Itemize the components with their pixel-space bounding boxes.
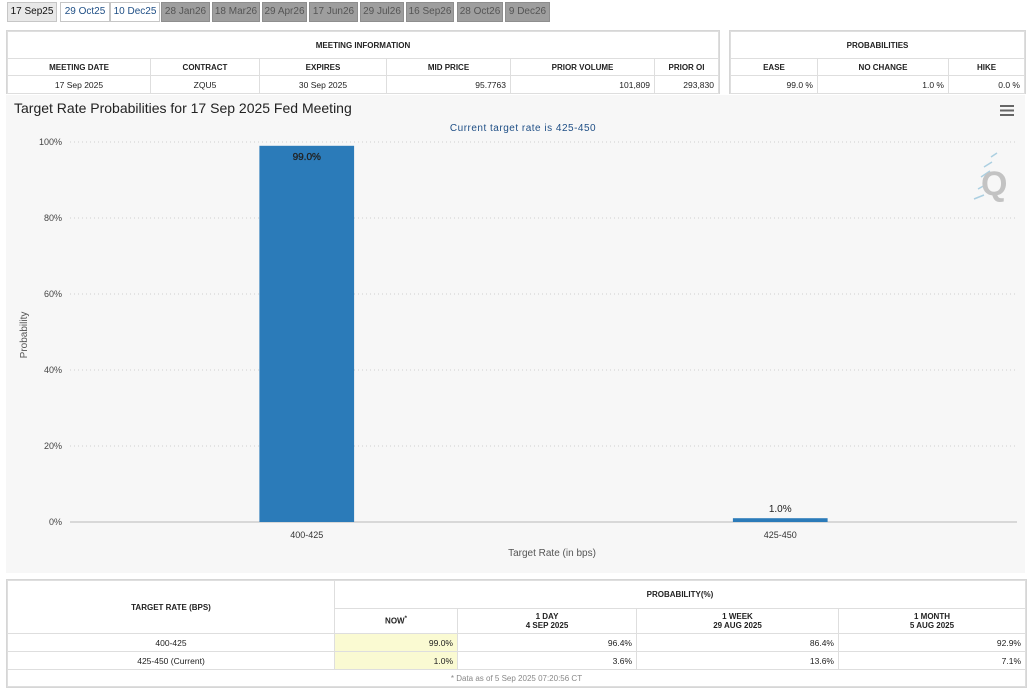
- header-prior-volume: PRIOR VOLUME: [510, 58, 655, 76]
- y-axis-label: Probability: [19, 312, 30, 359]
- menu-icon[interactable]: [1000, 105, 1014, 116]
- tab-29-apr26[interactable]: 29 Apr26: [262, 2, 307, 22]
- header-now: NOW*: [334, 608, 458, 634]
- tab-28-jan26[interactable]: 28 Jan26: [161, 2, 210, 22]
- hike-value: 0.0 %: [948, 75, 1025, 94]
- meeting-date-value: 17 Sep 2025: [7, 75, 151, 94]
- data-label: 1.0%: [769, 504, 792, 515]
- y-tick-label: 0%: [49, 517, 62, 527]
- header-target-rate: TARGET RATE (BPS): [7, 580, 335, 634]
- header-contract: CONTRACT: [150, 58, 260, 76]
- y-axis-ticks: 0% 20% 40% 60% 80% 100%: [39, 137, 62, 527]
- header-prior-oi: PRIOR OI: [654, 58, 719, 76]
- header-probability: PROBABILITY(%): [334, 580, 1026, 609]
- no-change-value: 1.0 %: [817, 75, 949, 94]
- y-tick-label: 80%: [44, 213, 62, 223]
- prior-oi-value: 293,830: [654, 75, 719, 94]
- header-ease: EASE: [730, 58, 818, 76]
- header-no-change: NO CHANGE: [817, 58, 949, 76]
- tab-10-dec25[interactable]: 10 Dec25: [110, 2, 160, 22]
- week-cell: 86.4%: [636, 633, 839, 652]
- probabilities-title: PROBABILITIES: [730, 31, 1025, 59]
- tab-18-mar26[interactable]: 18 Mar26: [212, 2, 260, 22]
- day-cell: 3.6%: [457, 651, 637, 670]
- tab-28-oct26[interactable]: 28 Oct26: [457, 2, 503, 22]
- mid-price-value: 95.7763: [386, 75, 511, 94]
- tab-29-oct25[interactable]: 29 Oct25: [60, 2, 110, 22]
- chart-subtitle: Current target rate is 425-450: [450, 123, 596, 134]
- header-1-day: 1 DAY 4 SEP 2025: [457, 608, 637, 634]
- chart-svg: Target Rate Probabilities for 17 Sep 202…: [14, 100, 1017, 559]
- y-tick-label: 60%: [44, 289, 62, 299]
- data-label: 99.0%: [293, 152, 321, 163]
- tab-17-sep25[interactable]: 17 Sep25: [7, 2, 57, 22]
- tab-16-sep26[interactable]: 16 Sep26: [406, 2, 454, 22]
- meeting-information-table: MEETING INFORMATION MEETING DATE CONTRAC…: [6, 30, 720, 94]
- header-1-month: 1 MONTH 5 AUG 2025: [838, 608, 1026, 634]
- month-cell: 92.9%: [838, 633, 1026, 652]
- x-axis-ticks: 400-425 425-450: [290, 530, 797, 540]
- tab-9-dec26[interactable]: 9 Dec26: [505, 2, 550, 22]
- bar-400-425[interactable]: [259, 145, 355, 523]
- q-logo-icon: Q: [973, 152, 1007, 203]
- chart-gridlines: [70, 141, 1017, 523]
- header-hike: HIKE: [948, 58, 1025, 76]
- prior-volume-value: 101,809: [510, 75, 655, 94]
- y-tick-label: 40%: [44, 365, 62, 375]
- meeting-information-title: MEETING INFORMATION: [7, 31, 719, 59]
- now-cell: 99.0%: [334, 633, 458, 652]
- y-tick-label: 20%: [44, 441, 62, 451]
- probabilities-table: PROBABILITIES EASE NO CHANGE HIKE 99.0 %…: [729, 30, 1026, 94]
- rate-cell: 425-450 (Current): [7, 651, 335, 670]
- x-tick-label: 425-450: [764, 530, 797, 540]
- data-timestamp-footnote: * Data as of 5 Sep 2025 07:20:56 CT: [7, 669, 1026, 687]
- ease-value: 99.0 %: [730, 75, 818, 94]
- y-tick-label: 100%: [39, 137, 62, 147]
- tab-17-jun26[interactable]: 17 Jun26: [309, 2, 358, 22]
- expires-value: 30 Sep 2025: [259, 75, 387, 94]
- month-cell: 7.1%: [838, 651, 1026, 670]
- header-meeting-date: MEETING DATE: [7, 58, 151, 76]
- x-axis-label: Target Rate (in bps): [508, 548, 596, 559]
- week-cell: 13.6%: [636, 651, 839, 670]
- bar-425-450[interactable]: [732, 518, 828, 522]
- chart-title: Target Rate Probabilities for 17 Sep 202…: [14, 100, 352, 116]
- tab-29-jul26[interactable]: 29 Jul26: [360, 2, 404, 22]
- now-cell: 1.0%: [334, 651, 458, 670]
- header-mid-price: MID PRICE: [386, 58, 511, 76]
- rate-cell: 400-425: [7, 633, 335, 652]
- svg-text:Q: Q: [981, 165, 1007, 203]
- chart-bars: 99.0% 1.0%: [259, 145, 828, 523]
- contract-value: ZQU5: [150, 75, 260, 94]
- table-row: 425-450 (Current) 1.0% 3.6% 13.6% 7.1%: [7, 651, 1026, 670]
- target-rate-chart: Target Rate Probabilities for 17 Sep 202…: [6, 95, 1025, 573]
- day-cell: 96.4%: [457, 633, 637, 652]
- header-1-week: 1 WEEK 29 AUG 2025: [636, 608, 839, 634]
- x-tick-label: 400-425: [290, 530, 323, 540]
- header-expires: EXPIRES: [259, 58, 387, 76]
- probability-history-table: TARGET RATE (BPS) PROBABILITY(%) NOW* 1 …: [6, 579, 1027, 688]
- table-row: 400-425 99.0% 96.4% 86.4% 92.9%: [7, 633, 1026, 652]
